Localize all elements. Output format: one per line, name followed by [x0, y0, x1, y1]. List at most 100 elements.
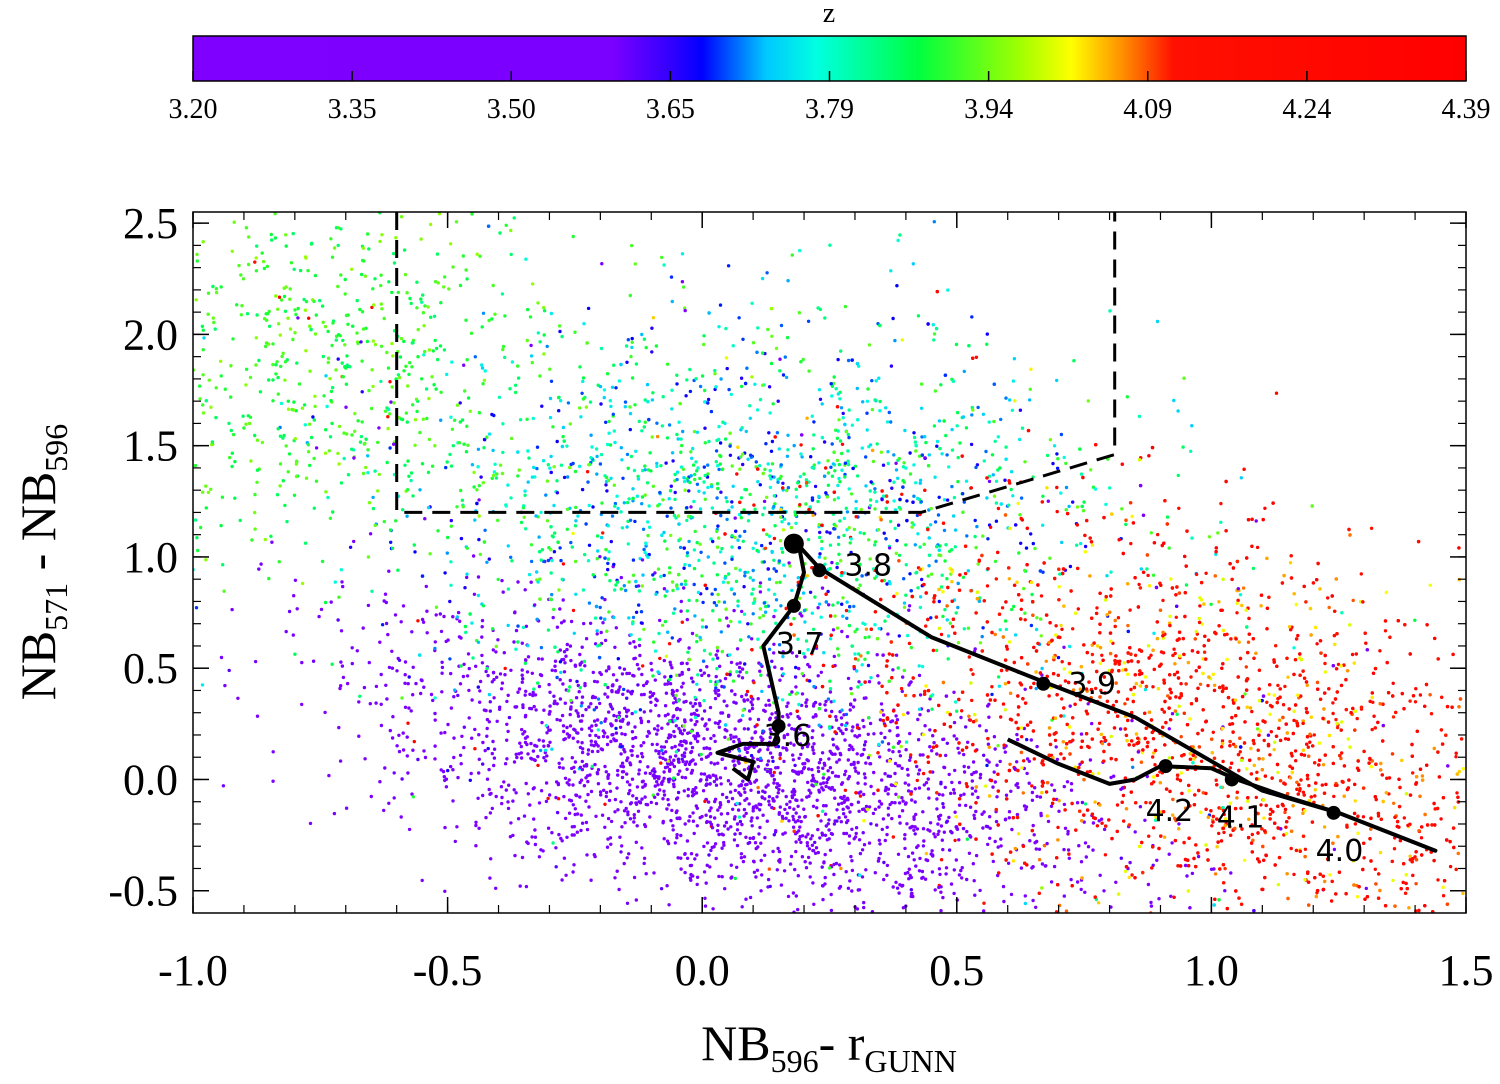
scatter-point	[727, 779, 730, 782]
scatter-point	[1020, 866, 1023, 869]
scatter-point	[240, 304, 243, 307]
scatter-point	[776, 868, 779, 871]
scatter-point	[882, 713, 885, 716]
scatter-point	[261, 251, 264, 254]
scatter-point	[658, 491, 661, 494]
scatter-point	[490, 317, 493, 320]
scatter-point	[745, 797, 748, 800]
scatter-point	[866, 651, 869, 654]
scatter-point	[582, 588, 585, 591]
scatter-point	[416, 758, 419, 761]
scatter-point	[626, 722, 629, 725]
scatter-point	[717, 325, 720, 328]
scatter-point	[595, 743, 598, 746]
scatter-point	[1185, 874, 1188, 877]
scatter-point	[696, 541, 699, 544]
scatter-point	[1169, 895, 1172, 898]
scatter-point	[918, 869, 921, 872]
scatter-point	[835, 387, 838, 390]
scatter-point	[934, 835, 937, 838]
scatter-point	[853, 837, 856, 840]
scatter-point	[946, 820, 949, 823]
scatter-point	[767, 685, 770, 688]
scatter-point	[947, 634, 950, 637]
scatter-point	[550, 593, 553, 596]
scatter-point	[785, 705, 788, 708]
scatter-point	[965, 480, 968, 483]
scatter-point	[362, 247, 365, 250]
scatter-point	[849, 855, 852, 858]
scatter-point	[489, 709, 492, 712]
scatter-point	[606, 846, 609, 849]
scatter-point	[271, 342, 274, 345]
scatter-point	[883, 772, 886, 775]
scatter-point	[1156, 320, 1159, 323]
scatter-point	[220, 374, 223, 377]
scatter-point	[721, 757, 724, 760]
scatter-point	[764, 704, 767, 707]
scatter-point	[885, 507, 888, 510]
scatter-point	[681, 430, 684, 433]
scatter-point	[700, 753, 703, 756]
scatter-point	[596, 534, 599, 537]
scatter-point	[967, 569, 970, 572]
scatter-point	[589, 622, 592, 625]
scatter-point	[500, 579, 503, 582]
scatter-point	[615, 719, 618, 722]
scatter-point	[878, 324, 881, 327]
scatter-point	[1108, 309, 1111, 312]
scatter-point	[832, 873, 835, 876]
scatter-point	[564, 655, 567, 658]
scatter-point	[628, 783, 631, 786]
scatter-point	[898, 801, 901, 804]
scatter-point	[246, 312, 249, 315]
scatter-point	[874, 808, 877, 811]
scatter-point	[268, 325, 271, 328]
scatter-point	[819, 398, 822, 401]
scatter-point	[670, 809, 673, 812]
scatter-point	[562, 724, 565, 727]
scatter-point	[771, 551, 774, 554]
scatter-point	[848, 810, 851, 813]
scatter-point	[281, 436, 284, 439]
scatter-point	[667, 736, 670, 739]
scatter-point	[568, 812, 571, 815]
scatter-point	[724, 767, 727, 770]
scatter-point	[291, 338, 294, 341]
scatter-point	[665, 655, 668, 658]
scatter-point	[411, 693, 414, 696]
scatter-point	[620, 587, 623, 590]
scatter-point	[669, 534, 672, 537]
scatter-point	[549, 455, 552, 458]
scatter-point	[553, 702, 556, 705]
scatter-point	[806, 841, 809, 844]
scatter-point	[805, 698, 808, 701]
scatter-point	[585, 763, 588, 766]
scatter-point	[596, 680, 599, 683]
scatter-point	[955, 343, 958, 346]
colorbar-label: z	[823, 0, 835, 29]
scatter-point	[725, 500, 728, 503]
scatter-point	[658, 657, 661, 660]
scatter-point	[740, 695, 743, 698]
scatter-point	[826, 459, 829, 462]
scatter-point	[423, 304, 426, 307]
scatter-point	[539, 848, 542, 851]
scatter-point	[716, 546, 719, 549]
scatter-point	[257, 359, 260, 362]
scatter-point	[918, 768, 921, 771]
scatter-point	[233, 497, 236, 500]
scatter-point	[337, 462, 340, 465]
scatter-point	[703, 800, 706, 803]
scatter-point	[712, 734, 715, 737]
scatter-point	[1130, 719, 1133, 722]
scatter-point	[458, 620, 461, 623]
scatter-point	[765, 496, 768, 499]
scatter-point	[716, 593, 719, 596]
scatter-point	[859, 683, 862, 686]
scatter-point	[583, 784, 586, 787]
scatter-point	[599, 462, 602, 465]
scatter-point	[534, 693, 537, 696]
scatter-point	[1041, 524, 1044, 527]
scatter-point	[931, 870, 934, 873]
